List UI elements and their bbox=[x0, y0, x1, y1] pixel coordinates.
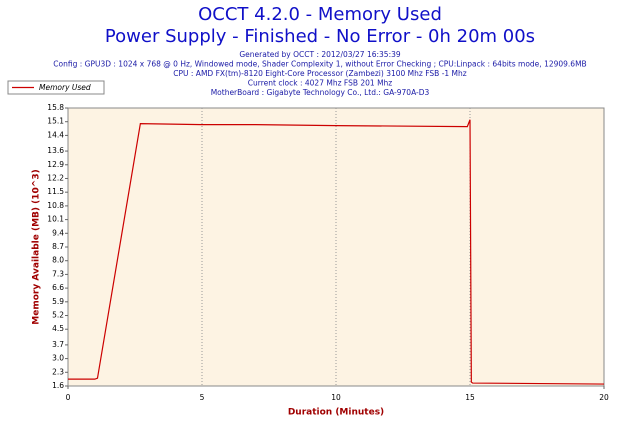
x-tick-label: 10 bbox=[331, 393, 341, 402]
y-tick-label: 4.5 bbox=[52, 324, 64, 333]
info-line: Config : GPU3D : 1024 x 768 @ 0 Hz, Wind… bbox=[53, 60, 586, 69]
legend-box bbox=[7, 80, 105, 95]
y-tick-label: 14.4 bbox=[47, 130, 64, 139]
chart-title: OCCT 4.2.0 - Memory Used bbox=[198, 4, 442, 25]
x-tick-label: 0 bbox=[66, 393, 71, 402]
y-tick-label: 15.1 bbox=[47, 117, 64, 126]
y-tick-label: 5.9 bbox=[52, 297, 64, 306]
x-tick-label: 5 bbox=[200, 393, 205, 402]
y-tick-label: 7.3 bbox=[52, 269, 64, 278]
y-tick-label: 6.6 bbox=[52, 283, 64, 292]
y-tick-label: 10.1 bbox=[47, 215, 64, 224]
data-line bbox=[68, 119, 605, 385]
info-line: CPU : AMD FX(tm)-8120 Eight-Core Process… bbox=[173, 69, 467, 78]
x-tick-label: 20 bbox=[599, 393, 609, 402]
y-tick-label: 2.3 bbox=[52, 367, 64, 376]
info-line: Generated by OCCT : 2012/03/27 16:35:39 bbox=[239, 50, 401, 59]
y-tick-label: 9.4 bbox=[52, 228, 64, 237]
info-line: Current clock : 4027 Mhz FSB 201 Mhz bbox=[248, 79, 393, 88]
legend-label: Memory Used bbox=[39, 83, 91, 92]
y-tick-label: 8.0 bbox=[52, 256, 64, 265]
info-line: MotherBoard : Gigabyte Technology Co., L… bbox=[211, 88, 430, 97]
x-tick-label: 15 bbox=[465, 393, 475, 402]
y-tick-label: 13.6 bbox=[47, 146, 64, 155]
y-tick-label: 10.8 bbox=[47, 201, 64, 210]
y-tick-label: 15.8 bbox=[47, 103, 64, 112]
y-axis-label: Memory Available (MB) (10^3) bbox=[32, 169, 42, 324]
y-tick-label: 11.5 bbox=[47, 187, 64, 196]
y-tick-label: 12.9 bbox=[47, 160, 64, 169]
x-axis-label: Duration (Minutes) bbox=[288, 408, 384, 418]
y-tick-label: 8.7 bbox=[52, 242, 64, 251]
y-tick-label: 3.7 bbox=[52, 340, 64, 349]
y-tick-label: 5.2 bbox=[52, 311, 64, 320]
y-tick-label: 12.2 bbox=[47, 173, 64, 182]
y-tick-label: 1.6 bbox=[52, 381, 64, 390]
y-tick-label: 3.0 bbox=[52, 354, 64, 363]
chart-subtitle: Power Supply - Finished - No Error - 0h … bbox=[105, 26, 535, 47]
